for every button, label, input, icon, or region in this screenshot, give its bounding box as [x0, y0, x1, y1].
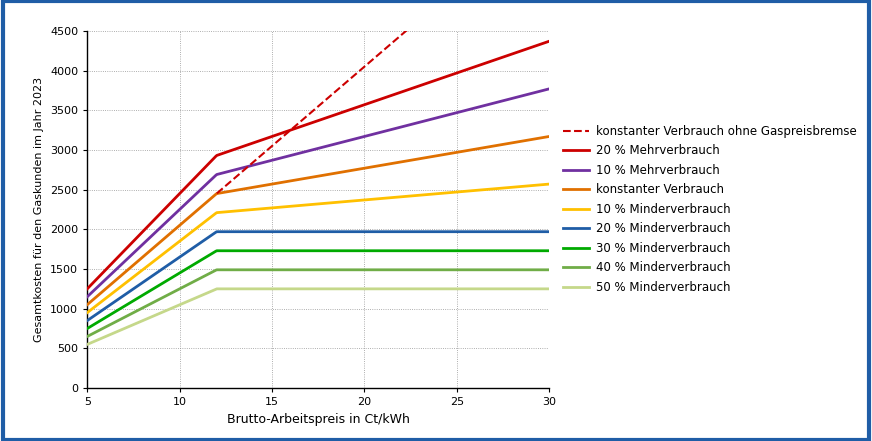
Y-axis label: Gesamtkosten für den Gaskunden im Jahr 2023: Gesamtkosten für den Gaskunden im Jahr 2…	[35, 77, 44, 342]
X-axis label: Brutto-Arbeitspreis in Ct/kWh: Brutto-Arbeitspreis in Ct/kWh	[227, 413, 410, 426]
Legend: konstanter Verbrauch ohne Gaspreisbremse, 20 % Mehrverbrauch, 10 % Mehrverbrauch: konstanter Verbrauch ohne Gaspreisbremse…	[559, 120, 862, 299]
